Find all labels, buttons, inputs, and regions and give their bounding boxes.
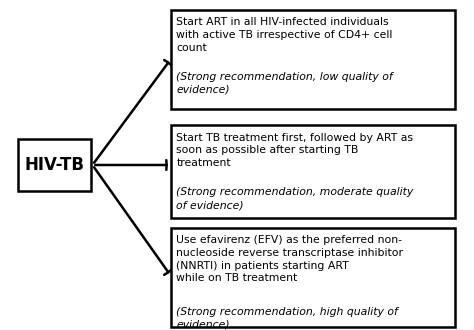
Text: HIV-TB: HIV-TB [25,156,84,174]
Text: (Strong recommendation, moderate quality
of evidence): (Strong recommendation, moderate quality… [176,187,414,210]
Text: (Strong recommendation, high quality of
evidence): (Strong recommendation, high quality of … [176,307,398,330]
Bar [18,139,91,191]
Bar [171,10,455,109]
Text: Start ART in all HIV-infected individuals
with active TB irrespective of CD4+ ce: Start ART in all HIV-infected individual… [176,17,392,53]
Text: (Strong recommendation, low quality of
evidence): (Strong recommendation, low quality of e… [176,72,393,95]
Text: Start TB treatment first, followed by ART as
soon as possible after starting TB
: Start TB treatment first, followed by AR… [176,133,413,168]
Bar [171,228,455,327]
Bar [171,125,455,218]
Text: Use efavirenz (EFV) as the preferred non-
nucleoside reverse transcriptase inhib: Use efavirenz (EFV) as the preferred non… [176,235,403,283]
